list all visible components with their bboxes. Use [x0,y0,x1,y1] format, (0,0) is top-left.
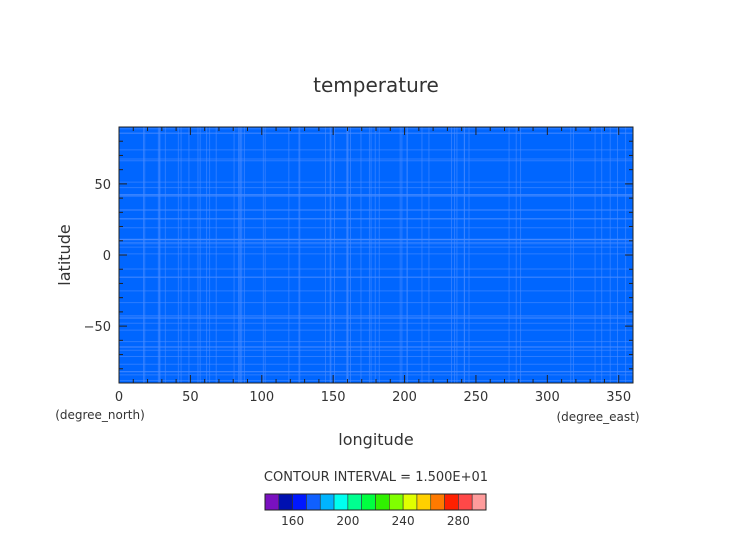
colorbar-cell [333,493,349,511]
colorbar-cell [319,493,335,511]
x-tick-label: 350 [606,390,631,405]
colorbar-label: 280 [447,514,470,528]
colorbar-label: 240 [392,514,415,528]
colorbar-cell [471,493,487,511]
colorbar: 160 200 240 280 [264,493,487,528]
colorbar-cell [402,493,418,511]
x-tick-label: 150 [321,390,346,405]
x-tick-label: 100 [249,390,274,405]
colorbar-cell [347,493,362,511]
x-tick-label: 250 [464,390,489,405]
colorbar-cell [361,493,376,511]
y-units-label: (degree_north) [55,408,145,422]
y-tick-label: 50 [94,178,111,193]
y-tick-label: −50 [84,320,111,335]
x-axis: 0 50 100 150 200 250 300 350 [115,127,634,405]
colorbar-label: 160 [281,514,304,528]
y-tick-label: 0 [103,249,111,264]
colorbar-cell [264,493,280,511]
colorbar-cell [430,493,445,511]
colorbar-label: 200 [336,514,359,528]
temperature-field [119,127,633,383]
colorbar-frame [264,493,487,511]
colorbar-cell [278,493,293,511]
x-tick-label: 50 [182,390,199,405]
field-fill [119,127,633,383]
chart-title: temperature [313,73,439,97]
colorbar-cell [292,493,307,511]
y-axis: −50 0 50 [84,126,633,384]
x-tick-label: 200 [392,390,417,405]
colorbar-cell [306,493,321,511]
x-tick-label: 300 [535,390,560,405]
colorbar-cell [458,493,473,511]
colorbar-cell [416,493,432,511]
colorbar-cell [389,493,404,511]
colorbar-cell [444,493,459,511]
contour-interval-label: CONTOUR INTERVAL = 1.500E+01 [264,470,488,485]
x-axis-label: longitude [338,430,413,449]
x-tick-label: 0 [115,390,123,405]
x-units-label: (degree_east) [556,410,639,424]
y-axis-label: latitude [55,224,74,285]
colorbar-cell [375,493,390,511]
